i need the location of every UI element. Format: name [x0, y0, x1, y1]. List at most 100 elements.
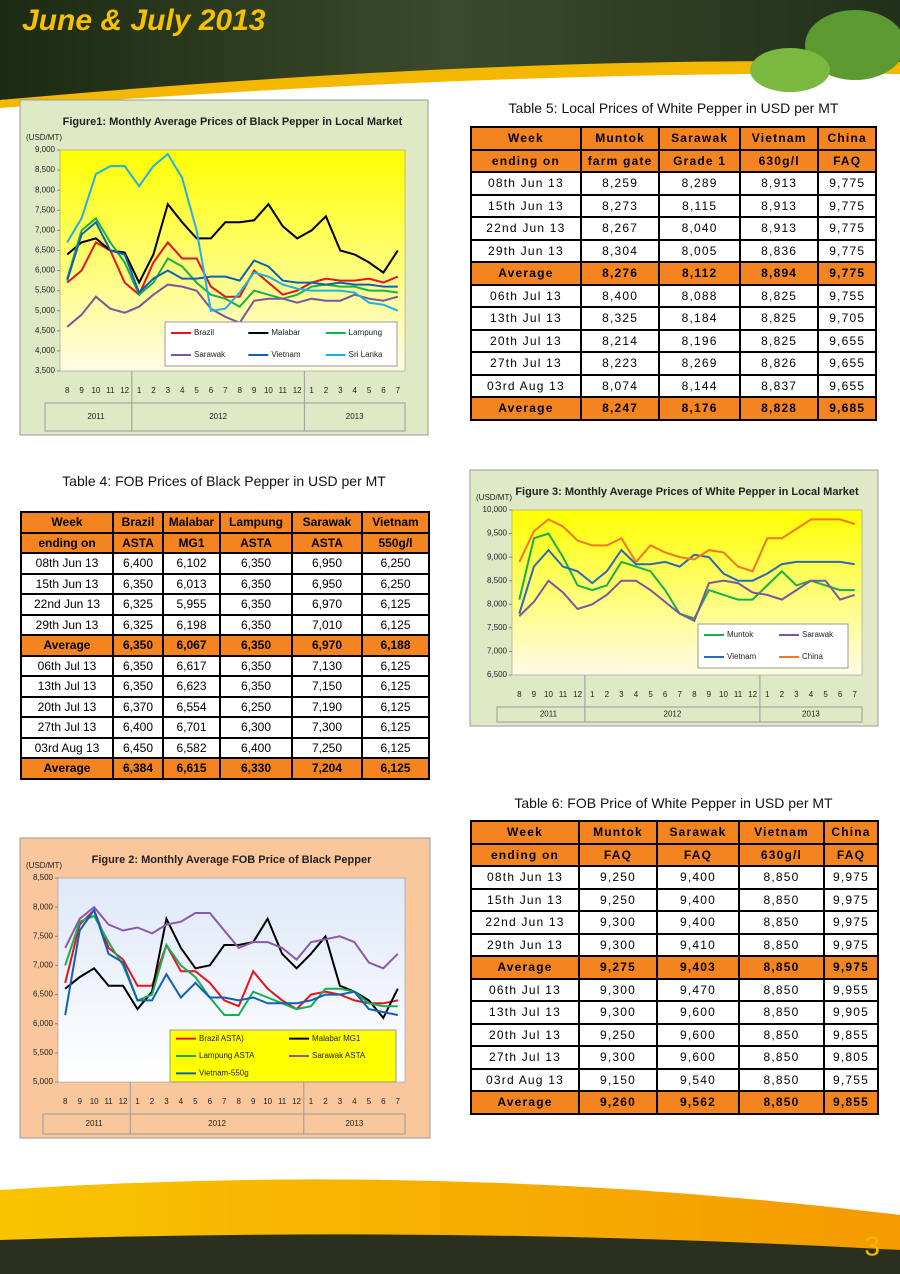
x-tick-label: 12	[293, 386, 302, 395]
header-cell: MG1	[162, 531, 221, 554]
header-cell: ending on	[20, 531, 114, 554]
y-tick-label: 9,000	[487, 552, 508, 561]
cell: 9,562	[656, 1090, 740, 1115]
x-tick-label: 11	[104, 1097, 113, 1106]
data-row: 29th Jun 13 6,325 6,198 6,350 7,010 6,125	[20, 613, 430, 636]
legend-label: Lampung ASTA	[199, 1051, 255, 1060]
cell: 9,855	[823, 1090, 879, 1115]
year-label: 2012	[664, 710, 682, 719]
x-tick-label: 9	[707, 690, 712, 699]
cell: 22nd Jun 13	[470, 910, 580, 935]
legend-label: Sri Lanka	[349, 350, 383, 359]
cell: 6,125	[361, 675, 430, 698]
x-tick-label: 2	[605, 690, 610, 699]
cell: 6,950	[291, 572, 363, 595]
cell: 9,975	[823, 865, 879, 890]
data-row: 22nd Jun 13 6,325 5,955 6,350 6,970 6,125	[20, 593, 430, 616]
cell: 9,705	[817, 306, 877, 331]
cell: 9,655	[817, 351, 877, 376]
y-tick-label: 6,500	[487, 670, 508, 679]
cell: 22nd Jun 13	[20, 593, 114, 616]
series-line	[66, 216, 398, 308]
cell: 9,300	[578, 1045, 658, 1070]
data-row: 13th Jul 13 6,350 6,623 6,350 7,150 6,125	[20, 675, 430, 698]
x-tick-label: 10	[544, 690, 553, 699]
y-tick-label: 6,500	[33, 990, 54, 999]
data-row: 22nd Jun 13 8,267 8,040 8,913 9,775	[470, 216, 877, 241]
cell: 8,276	[579, 261, 661, 286]
y-tick-label: 5,000	[35, 306, 56, 315]
cell: 6,125	[361, 593, 430, 616]
footer-dark	[0, 1234, 900, 1274]
header-cell: Sarawak	[658, 126, 741, 151]
cell: 8,850	[738, 1022, 825, 1047]
x-tick-label: 5	[193, 1097, 198, 1106]
header-cell: ASTA	[112, 531, 164, 554]
y-tick-label: 8,500	[35, 165, 56, 174]
x-tick-label: 7	[222, 1097, 227, 1106]
year-label: 2012	[208, 1119, 226, 1128]
cell: 8,247	[579, 396, 661, 421]
cell: 9,150	[578, 1067, 658, 1092]
leaf	[805, 10, 900, 80]
x-tick-label: 8	[237, 386, 242, 395]
header-cell: Week	[20, 511, 114, 534]
series-line	[64, 905, 399, 970]
x-tick-label: 2	[323, 1097, 328, 1106]
cell: 8,325	[579, 306, 661, 331]
cell: 9,975	[823, 910, 879, 935]
cell: 6,615	[162, 757, 221, 780]
cell: 29th Jun 13	[20, 613, 114, 636]
cell: 9,855	[823, 1022, 879, 1047]
x-tick-label: 10	[91, 386, 100, 395]
data-row: 06th Jul 13 9,300 9,470 8,850 9,955	[470, 977, 879, 1002]
cell: 9,655	[817, 328, 877, 353]
cell: 20th Jul 13	[20, 695, 114, 718]
x-tick-label: 3	[164, 1097, 169, 1106]
header-cell: Lampung	[219, 511, 293, 534]
header-row: Week Muntok Sarawak Vietnam China	[470, 820, 879, 845]
cell: 8,825	[738, 328, 820, 353]
average-row: Average 6,384 6,615 6,330 7,204 6,125	[20, 757, 430, 780]
x-tick-label: 8	[65, 386, 70, 395]
x-tick-label: 9	[532, 690, 537, 699]
header-cell: FAQ	[817, 148, 877, 173]
cell: 13th Jul 13	[20, 675, 114, 698]
header-cell: Week	[470, 126, 582, 151]
data-row: 03rd Aug 13 8,074 8,144 8,837 9,655	[470, 373, 877, 398]
chart: Figure 2: Monthly Average FOB Price of B…	[19, 837, 431, 1139]
cell: 8,825	[738, 306, 820, 331]
x-tick-label: 11	[559, 690, 568, 699]
data-row: 13th Jul 13 8,325 8,184 8,825 9,705	[470, 306, 877, 331]
x-tick-label: 3	[338, 1097, 343, 1106]
year-band	[44, 402, 406, 432]
y-tick-label: 7,500	[487, 623, 508, 632]
cell: 6,617	[162, 654, 221, 677]
year-label: 2013	[346, 412, 364, 421]
cell: 6,350	[112, 675, 164, 698]
cell: 6,701	[162, 716, 221, 739]
chart: Figure 3: Monthly Average Prices of Whit…	[469, 469, 879, 727]
cell: 6,350	[219, 675, 293, 698]
table-title: Table 6: FOB Price of White Pepper in US…	[514, 795, 833, 811]
data-row: 27th Jul 13 9,300 9,600 8,850 9,805	[470, 1045, 879, 1070]
x-tick-label: 1	[309, 386, 314, 395]
cell: 6,125	[361, 716, 430, 739]
year-label: 2012	[209, 412, 227, 421]
cell: 9,775	[817, 171, 877, 196]
cell: 6,350	[219, 593, 293, 616]
cell: 8,836	[738, 238, 820, 263]
x-tick-label: 2	[324, 386, 329, 395]
y-tick-label: 5,000	[33, 1077, 54, 1086]
data-table: Week Muntok Sarawak Vietnam China ending on fa…	[470, 126, 877, 421]
year-label: 2011	[540, 710, 558, 719]
y-axis-label: (USD/MT)	[26, 861, 62, 870]
cell: 6,067	[162, 634, 221, 657]
cell: 9,300	[578, 910, 658, 935]
cell: 13th Jul 13	[470, 1000, 580, 1025]
table-title: Table 4: FOB Prices of Black Pepper in U…	[62, 473, 386, 489]
